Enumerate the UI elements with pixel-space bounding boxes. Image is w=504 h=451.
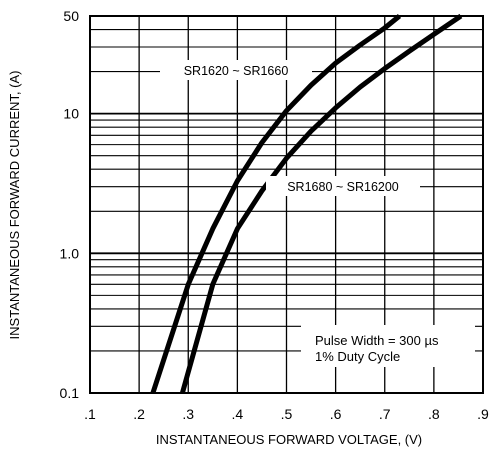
x-tick-label: .7 (379, 406, 391, 422)
y-tick-label: 0.1 (60, 385, 80, 401)
x-tick-label: .2 (133, 406, 145, 422)
series-group (150, 13, 463, 394)
x-tick-label: .4 (232, 406, 244, 422)
x-tick-labels: .1 .2 .3 .4 .5 .6 .7 .8 .9 (84, 406, 489, 422)
x-tick-label: .6 (330, 406, 342, 422)
plot-border (89, 15, 484, 394)
y-tick-labels: 0.1 1.0 10 50 (60, 8, 80, 401)
note-pulse-width: Pulse Width = 300 µs (315, 333, 439, 348)
plot-frame (89, 15, 484, 394)
x-tick-label: .1 (84, 406, 96, 422)
x-tick-label: .9 (477, 406, 489, 422)
x-tick-label: .5 (281, 406, 293, 422)
series-line-1 (150, 14, 402, 394)
series-label-2: SR1680 ~ SR16200 (287, 180, 399, 194)
series-label-1: SR1620 ~ SR1660 (184, 64, 289, 78)
x-tick-label: .8 (428, 406, 440, 422)
series-label-bg-1 (160, 60, 312, 80)
note-box (301, 325, 475, 367)
y-axis-title: INSTANTANEOUS FORWARD CURRENT, (A) (7, 71, 22, 340)
x-axis-title: INSTANTANEOUS FORWARD VOLTAGE, (V) (156, 432, 422, 447)
note-duty-cycle: 1% Duty Cycle (315, 349, 400, 364)
grid (89, 15, 484, 394)
x-tick-label: .3 (182, 406, 194, 422)
series-label-bg-2 (266, 176, 420, 196)
y-tick-label: 1.0 (60, 245, 80, 261)
y-tick-label: 50 (63, 8, 79, 24)
y-tick-label: 10 (63, 106, 79, 122)
series-line-2 (179, 13, 463, 394)
